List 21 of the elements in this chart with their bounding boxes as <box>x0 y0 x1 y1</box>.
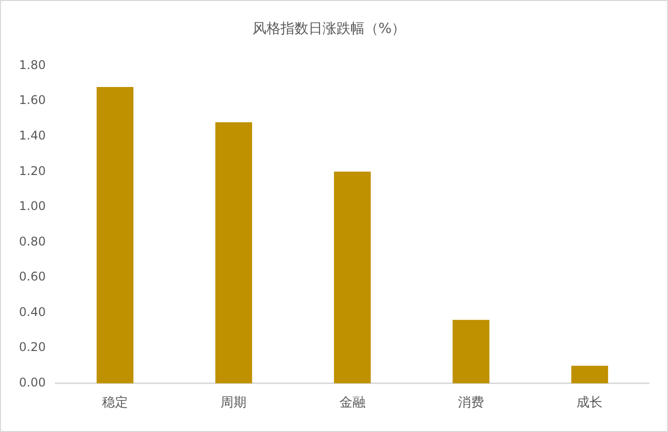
y-tick-label: 1.80 <box>19 58 46 72</box>
y-tick-label: 1.60 <box>19 93 46 108</box>
bar <box>215 122 252 384</box>
y-tick-label: 1.00 <box>19 199 46 214</box>
bar <box>571 366 608 384</box>
y-tick-label: 0.00 <box>19 376 46 390</box>
bar <box>96 86 134 384</box>
x-tick-label: 成长 <box>576 396 603 411</box>
x-tick-label: 周期 <box>220 396 247 411</box>
bar <box>452 320 490 384</box>
y-tick-label: 0.40 <box>19 304 46 319</box>
x-tick-label: 金融 <box>339 396 366 411</box>
x-tick-label: 稳定 <box>102 396 128 411</box>
chart-title: 风格指数日涨跌幅（%） <box>252 21 406 38</box>
y-tick-label: 0.20 <box>19 340 46 354</box>
y-tick-label: 0.60 <box>19 270 46 284</box>
y-tick-label: 1.20 <box>19 164 46 178</box>
y-tick-label: 0.80 <box>19 234 46 248</box>
x-tick-label: 消费 <box>458 396 484 411</box>
y-tick-label: 1.40 <box>19 128 46 143</box>
bar <box>334 172 371 384</box>
